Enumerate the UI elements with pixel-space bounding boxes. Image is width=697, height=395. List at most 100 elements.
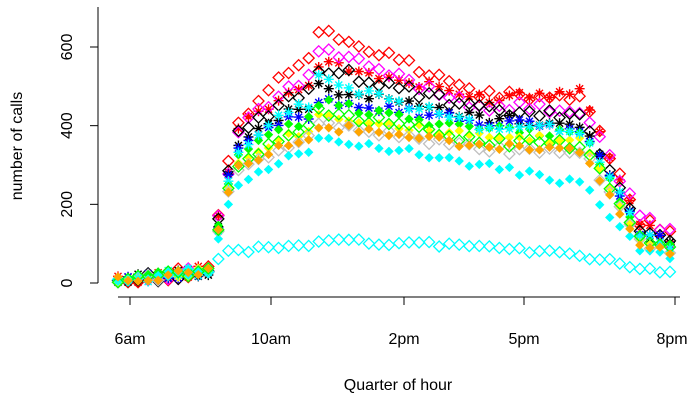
- data-point: [233, 123, 244, 134]
- data-point: [474, 89, 485, 100]
- data-point: [363, 103, 374, 114]
- data-point: [332, 66, 346, 80]
- data-point: [252, 240, 265, 254]
- data-point: [645, 243, 655, 253]
- data-point: [324, 95, 334, 105]
- data-point: [382, 117, 396, 131]
- x-tick-label: 2pm: [388, 331, 419, 348]
- data-point: [564, 174, 575, 184]
- data-point: [343, 89, 354, 100]
- series-3: [111, 63, 677, 288]
- data-point: [364, 109, 374, 120]
- data-point: [232, 125, 245, 139]
- data-point: [404, 132, 414, 143]
- y-tick-label: 400: [59, 112, 76, 139]
- data-point: [272, 90, 285, 104]
- data-point: [464, 91, 475, 102]
- data-point: [414, 133, 424, 144]
- data-point: [472, 142, 486, 156]
- data-point: [422, 79, 436, 93]
- data-point: [613, 257, 627, 270]
- data-point: [663, 224, 677, 238]
- data-point: [233, 160, 244, 171]
- data-point: [484, 142, 495, 152]
- data-point: [262, 150, 275, 164]
- data-point: [252, 111, 265, 124]
- data-point: [372, 238, 386, 252]
- data-point: [362, 237, 376, 250]
- data-point: [624, 195, 635, 206]
- data-point: [394, 145, 404, 156]
- data-point: [625, 224, 635, 234]
- data-point: [263, 104, 274, 115]
- data-point: [564, 143, 575, 153]
- data-point: [412, 132, 426, 146]
- data-point: [374, 143, 384, 154]
- data-point: [623, 260, 637, 274]
- data-point: [444, 135, 454, 146]
- data-point: [474, 124, 485, 135]
- data-point: [655, 242, 665, 252]
- data-point: [383, 101, 394, 112]
- data-point: [494, 164, 505, 175]
- data-point: [523, 246, 536, 259]
- data-point: [654, 237, 665, 248]
- data-point: [363, 93, 374, 104]
- data-point: [625, 231, 635, 242]
- data-point: [633, 209, 647, 223]
- data-point: [283, 107, 294, 118]
- data-point: [211, 252, 225, 266]
- data-point: [554, 126, 565, 137]
- data-point: [193, 269, 203, 280]
- data-point: [593, 130, 607, 144]
- data-point: [593, 253, 607, 266]
- data-point: [332, 50, 346, 64]
- data-point: [414, 150, 424, 160]
- data-point: [634, 219, 645, 230]
- data-point: [263, 164, 274, 175]
- data-point: [392, 53, 406, 67]
- data-point: [402, 53, 416, 67]
- y-tick-label: 600: [59, 34, 76, 61]
- data-point: [201, 262, 215, 275]
- chart-axes: 0 200 400 600 6am 10am 2pm 5pm 8pm: [59, 7, 688, 348]
- data-point: [243, 158, 254, 169]
- chart-marks: [111, 24, 677, 289]
- data-point: [583, 116, 597, 130]
- data-point: [434, 81, 445, 92]
- data-point: [533, 97, 546, 111]
- data-point: [402, 118, 416, 132]
- data-point: [553, 88, 566, 102]
- data-point: [432, 68, 446, 82]
- data-point: [372, 48, 386, 62]
- data-point: [352, 39, 366, 53]
- data-point: [563, 93, 577, 107]
- data-point: [362, 45, 376, 59]
- data-point: [474, 159, 484, 170]
- data-point: [253, 130, 264, 141]
- data-point: [442, 237, 456, 251]
- data-point: [494, 133, 505, 144]
- data-point: [302, 118, 316, 132]
- data-point: [302, 82, 316, 96]
- data-point: [181, 269, 195, 283]
- data-point: [334, 127, 344, 137]
- data-point: [252, 94, 265, 108]
- data-point: [492, 99, 506, 113]
- data-point: [573, 249, 587, 263]
- data-point: [243, 174, 254, 185]
- data-point: [492, 241, 506, 255]
- data-point: [273, 140, 284, 151]
- data-point: [342, 63, 356, 77]
- data-point: [464, 161, 474, 171]
- data-point: [484, 97, 495, 108]
- data-point: [342, 35, 356, 49]
- data-point: [221, 244, 235, 258]
- data-point: [482, 239, 496, 253]
- data-point: [442, 91, 456, 105]
- data-point: [272, 241, 285, 255]
- data-point: [242, 111, 255, 125]
- data-point: [615, 209, 625, 219]
- data-point: [452, 97, 466, 110]
- data-point: [283, 151, 294, 161]
